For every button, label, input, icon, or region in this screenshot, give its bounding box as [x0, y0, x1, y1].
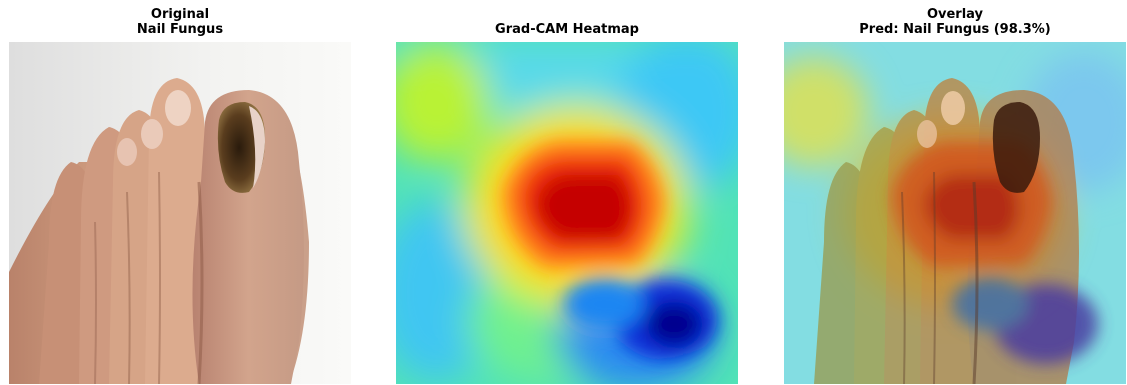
heatmap-illustration	[396, 42, 738, 384]
panel-title-line2: Pred: Nail Fungus (98.3%)	[859, 22, 1051, 37]
panel-title-line2: Grad-CAM Heatmap	[495, 22, 639, 37]
overlay-image	[784, 42, 1126, 384]
panel-title-line1: Overlay	[926, 7, 984, 22]
panel-title: Grad-CAM Heatmap	[396, 7, 738, 37]
panel-title-line1	[396, 7, 738, 22]
original-photo	[9, 42, 351, 384]
foot-photo-illustration	[9, 42, 351, 384]
panel-title-line2: Nail Fungus	[136, 22, 224, 37]
panel-title-line1: Original	[150, 7, 210, 22]
gradcam-heatmap	[396, 42, 738, 384]
panel-title: Overlay Pred: Nail Fungus (98.3%)	[784, 7, 1126, 37]
panel-title: Original Nail Fungus	[9, 7, 351, 37]
overlay-illustration	[784, 42, 1126, 384]
